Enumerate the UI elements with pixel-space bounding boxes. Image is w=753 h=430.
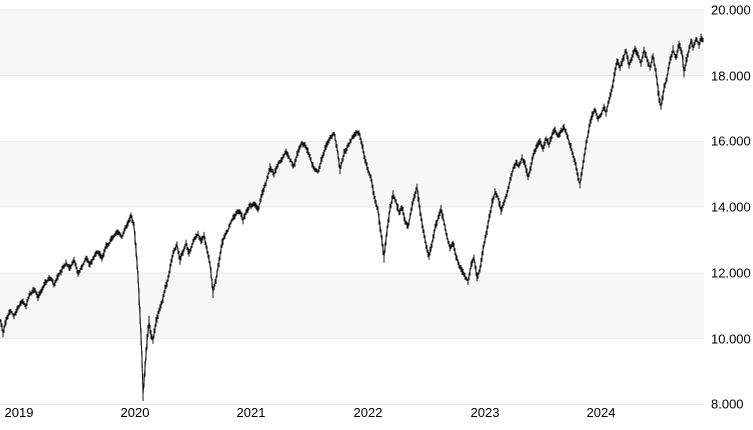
y-axis-label: 8.000	[711, 396, 744, 412]
x-axis-label: 2020	[120, 405, 150, 420]
price-series-line	[0, 36, 704, 395]
y-axis-label: 18.000	[711, 68, 751, 84]
plot-stripe-band	[0, 10, 704, 76]
y-axis-label: 12.000	[711, 265, 751, 281]
x-axis-label: 2024	[586, 405, 616, 420]
y-axis-label: 14.000	[711, 199, 751, 215]
price-series-bars	[0, 33, 704, 401]
plot-stripe-band	[0, 272, 704, 339]
y-axis-label: 10.000	[711, 331, 751, 347]
x-axis-label: 2022	[353, 405, 383, 420]
x-axis-label: 2019	[4, 405, 34, 420]
x-axis-label: 2023	[470, 405, 500, 420]
plot-stripe-band	[0, 141, 704, 208]
x-axis-label: 2021	[236, 405, 266, 420]
y-axis-label: 20.000	[711, 2, 751, 18]
y-axis-label: 16.000	[711, 133, 751, 149]
